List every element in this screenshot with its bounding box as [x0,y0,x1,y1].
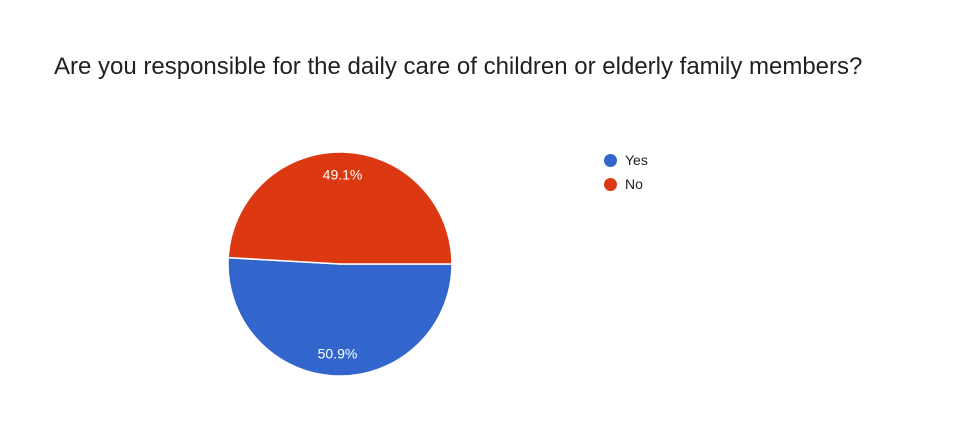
legend-swatch-yes [604,153,617,167]
legend-item-no[interactable]: No [604,172,648,196]
pie-data-labels: 50.9% 49.1% [318,166,363,361]
legend-label-yes: Yes [625,152,648,168]
chart-title: Are you responsible for the daily care o… [54,53,863,80]
pie-slice-no[interactable] [227,151,453,265]
data-label-no: 49.1% [323,166,363,182]
pie-slices [227,151,453,377]
legend-label-no: No [625,176,643,192]
pie-slice-yes[interactable] [227,256,453,377]
data-label-yes: 50.9% [318,346,358,362]
legend-swatch-no [604,177,617,191]
chart-legend: Yes No [604,148,648,196]
legend-item-yes[interactable]: Yes [604,148,648,172]
